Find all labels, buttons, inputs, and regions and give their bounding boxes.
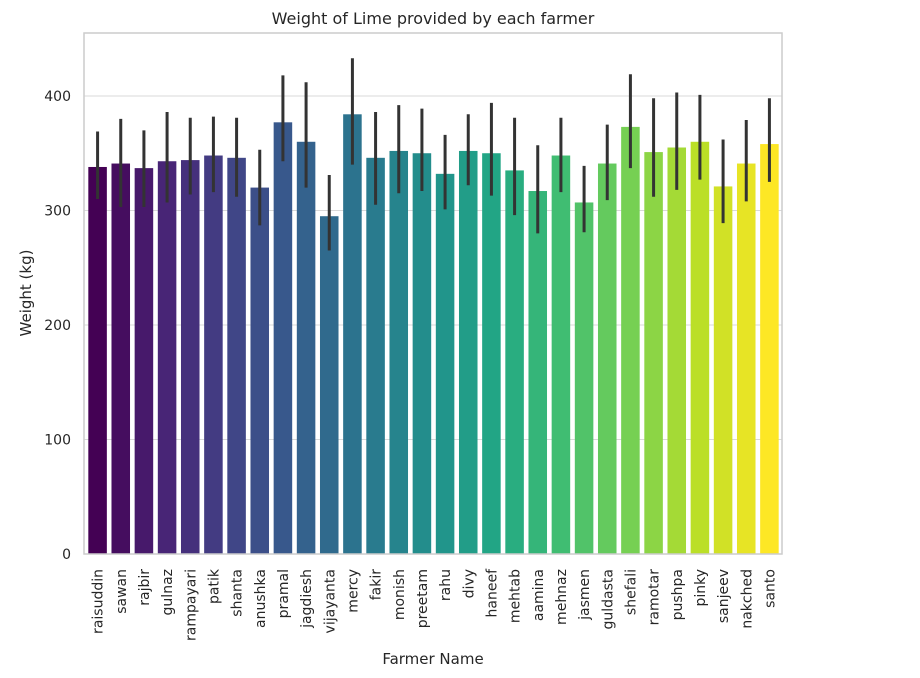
x-tick-label: sanjeev — [716, 569, 732, 623]
x-tick-label: jasmen — [577, 569, 593, 621]
y-tick-label: 0 — [62, 547, 71, 563]
x-tick-label: fakir — [369, 569, 385, 601]
bar-monish — [389, 150, 409, 554]
y-tick-label: 200 — [44, 318, 71, 334]
x-tick-label: mercy — [345, 569, 361, 613]
bar-pinky — [690, 141, 710, 554]
x-tick-label: pramal — [276, 569, 292, 618]
bar-jagdiesh — [296, 141, 316, 554]
x-tick-label: divy — [461, 569, 477, 598]
x-tick-label: gulnaz — [160, 569, 176, 615]
x-tick-label: anushka — [253, 569, 269, 628]
x-tick-label: pinky — [693, 569, 709, 607]
x-tick-label: shanta — [230, 569, 246, 617]
bar-divy — [458, 150, 478, 554]
bar-pushpa — [667, 147, 687, 554]
bar-mehtab — [505, 170, 524, 554]
x-tick-label: shefali — [623, 569, 639, 615]
bar-rahu — [435, 173, 455, 555]
bar-fakir — [366, 157, 385, 555]
bar-patik — [204, 155, 223, 554]
bar-jasmen — [574, 202, 594, 554]
x-tick-label: ramotar — [647, 569, 663, 626]
y-tick-label: 300 — [44, 203, 71, 219]
x-tick-label: pushpa — [670, 569, 686, 620]
x-tick-label: monish — [392, 569, 408, 620]
x-tick-label: rampayari — [183, 569, 199, 641]
x-tick-label: aamina — [531, 569, 547, 621]
bar-preetam — [412, 153, 432, 554]
x-tick-label: santo — [762, 569, 778, 608]
bar-gulnaz — [157, 161, 177, 554]
x-tick-label: patik — [206, 568, 222, 604]
y-tick-label: 100 — [44, 432, 71, 448]
chart-title: Weight of Lime provided by each farmer — [272, 9, 595, 28]
x-tick-label: jagdiesh — [299, 569, 315, 629]
x-tick-label: guldasta — [600, 569, 616, 629]
bar-vijayanta — [319, 216, 339, 554]
x-tick-label: sawan — [114, 569, 130, 614]
x-tick-label: rajbir — [137, 569, 153, 606]
bar-sawan — [111, 163, 131, 555]
bar-anushka — [250, 187, 270, 555]
error-bars — [96, 58, 771, 251]
x-tick-label: haneef — [484, 568, 500, 618]
bar-santo — [760, 144, 779, 555]
y-axis-label: Weight (kg) — [17, 250, 35, 337]
bar-nakched — [736, 163, 756, 555]
bar-rajbir — [134, 168, 154, 554]
bar-aamina — [528, 191, 548, 554]
bar-guldasta — [597, 163, 617, 555]
x-tick-labels: raisuddin sawan rajbir gulnaz rampayari patik… — [91, 568, 779, 641]
x-tick-label: preetam — [415, 569, 431, 628]
bar-raisuddin — [88, 166, 107, 554]
bar-sanjeev — [713, 186, 733, 554]
bar-shanta — [227, 157, 246, 555]
x-axis-label: Farmer Name — [382, 650, 483, 668]
x-tick-label: mehnaz — [554, 569, 570, 625]
plot-frame — [83, 32, 783, 555]
bar-mehnaz — [551, 155, 571, 554]
bar-shefali — [621, 126, 640, 555]
x-tick-label: mehtab — [508, 569, 524, 623]
bars — [88, 114, 779, 555]
y-tick-labels: 0 100 200 300 400 — [44, 89, 71, 563]
bar-ramotar — [644, 152, 663, 555]
x-tick-label: vijayanta — [322, 569, 338, 633]
bar-mercy — [343, 114, 362, 555]
bar-haneef — [482, 153, 501, 554]
bar-rampayari — [180, 160, 200, 554]
y-tick-label: 400 — [44, 89, 71, 105]
x-tick-label: rahu — [438, 569, 454, 601]
bar-pramal — [273, 122, 293, 555]
x-tick-label: raisuddin — [91, 569, 107, 634]
x-tick-label: nakched — [739, 569, 755, 629]
